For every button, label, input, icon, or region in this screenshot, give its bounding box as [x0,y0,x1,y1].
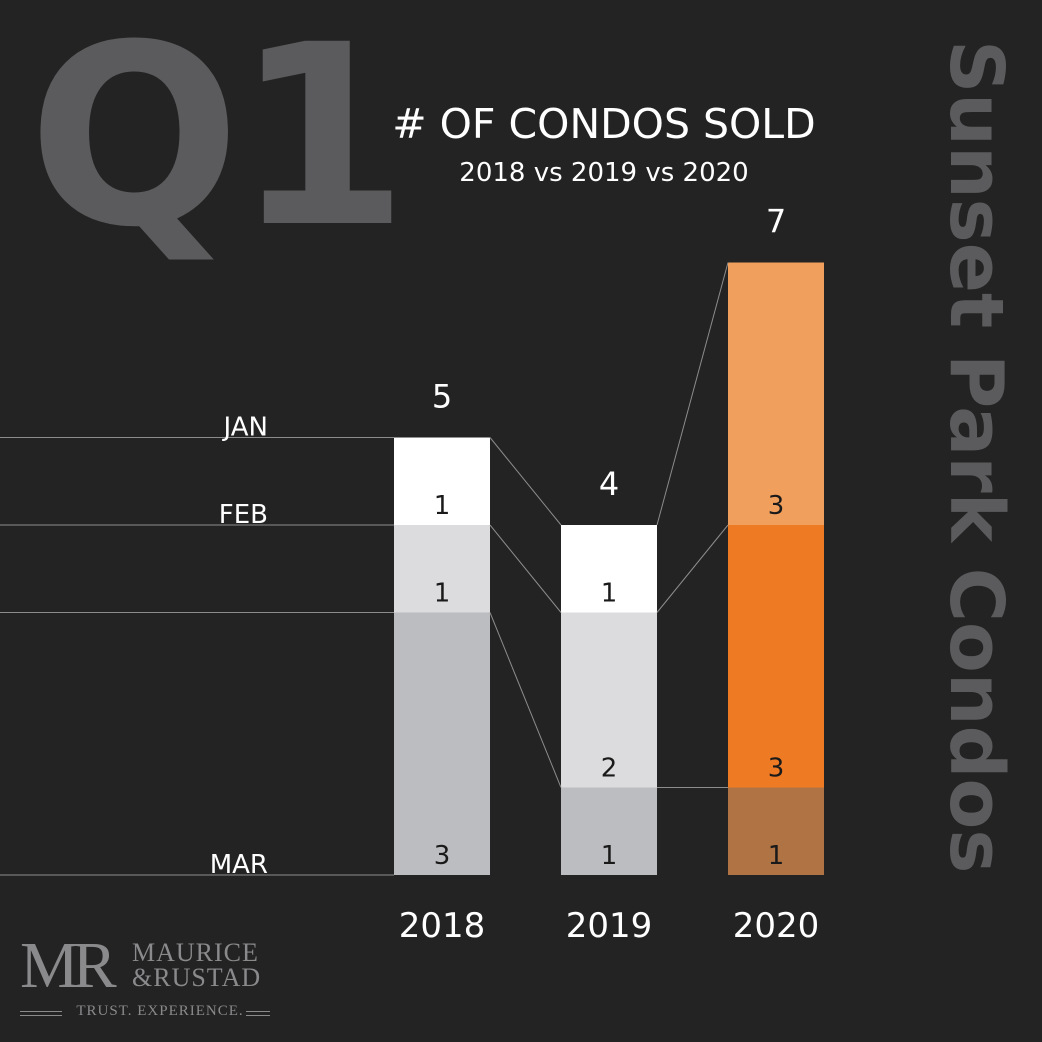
value-label-2020-feb: 3 [768,754,785,784]
connector-2019-2020-feb [656,524,729,613]
connector-2018-2019-jan [489,437,562,526]
bar-2019-feb [561,612,657,788]
connector-2018-2019-feb [489,524,562,613]
chart-title: # OF CONDOS SOLD [392,100,816,148]
connector-2019-2020-jan [656,262,729,526]
value-label-2019-mar: 1 [601,841,618,871]
logo-mark: MR [20,929,117,1002]
connector-2018-2019-mar [489,612,562,788]
bar-2018-jan [394,437,490,525]
bar-2019-mar [561,787,657,875]
logo-tagline: TRUST. EXPERIENCE. [76,1003,244,1019]
logo-rule-left [20,1011,62,1016]
bar-2020-feb [728,525,824,788]
logo-rule-right [246,1011,270,1016]
bar-2018-mar [394,612,490,875]
chart-subtitle: 2018 vs 2019 vs 2020 [459,158,749,188]
total-label-2018: 5 [432,378,452,416]
total-label-2019: 4 [599,465,619,503]
value-label-2020-mar: 1 [768,841,785,871]
side-title: Sunset Park Condos [933,40,1019,874]
value-label-2018-mar: 3 [434,841,451,871]
x-tick-label-2019: 2019 [566,906,653,946]
value-label-2019-jan: 1 [601,579,618,609]
x-tick-label-2018: 2018 [399,906,486,946]
row-label-feb: FEB [219,500,268,530]
value-label-2018-jan: 1 [434,491,451,521]
row-label-mar: MAR [210,850,268,880]
bar-2020-jan [728,262,824,525]
logo-name: MAURICE &RUSTAD [132,938,262,992]
value-label-2018-feb: 1 [434,579,451,609]
logo-name-line2: &RUSTAD [132,963,262,992]
row-label-jan: JAN [222,413,268,443]
logo-name-line1: MAURICE [132,938,259,967]
value-label-2020-jan: 3 [768,491,785,521]
total-label-2020: 7 [766,203,786,241]
value-label-2019-feb: 2 [601,754,618,784]
bar-2019-jan [561,525,657,613]
x-tick-label-2020: 2020 [733,906,820,946]
company-logo: MR MAURICE &RUSTAD TRUST. EXPERIENCE. [20,929,280,1022]
bar-2018-feb [394,525,490,613]
quarter-watermark: Q1 [28,0,408,282]
bar-2020-mar [728,787,824,875]
